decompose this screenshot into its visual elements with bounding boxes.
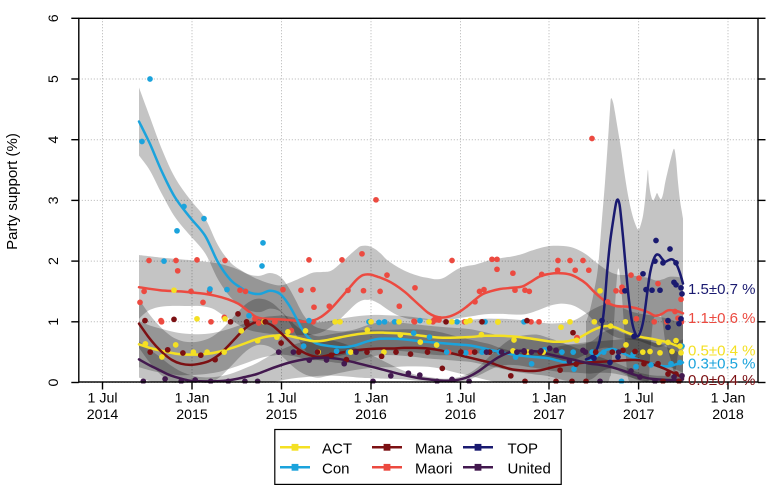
svg-text:0.3±0.5 %: 0.3±0.5 %	[688, 356, 755, 373]
svg-text:0: 0	[46, 378, 62, 386]
svg-text:2015: 2015	[266, 407, 298, 423]
svg-text:1 Jan: 1 Jan	[354, 391, 389, 407]
svg-text:1 Jul: 1 Jul	[624, 391, 654, 407]
svg-text:2: 2	[46, 257, 62, 265]
svg-text:5: 5	[46, 75, 62, 83]
svg-text:Party support (%): Party support (%)	[4, 133, 21, 250]
svg-text:1.1±0.6 %: 1.1±0.6 %	[688, 310, 755, 327]
svg-text:United: United	[508, 460, 551, 477]
svg-text:6: 6	[46, 14, 62, 22]
svg-text:0.5±0.4 %: 0.5±0.4 %	[688, 343, 755, 360]
svg-text:1: 1	[46, 318, 62, 326]
svg-text:2016: 2016	[355, 407, 387, 423]
svg-text:2014: 2014	[87, 407, 119, 423]
svg-text:3: 3	[46, 196, 62, 204]
svg-text:2015: 2015	[176, 407, 208, 423]
svg-text:1.5±0.7 %: 1.5±0.7 %	[688, 281, 755, 298]
svg-text:1 Jan: 1 Jan	[175, 391, 210, 407]
svg-text:Maori: Maori	[415, 460, 453, 477]
svg-text:4: 4	[46, 136, 62, 144]
svg-text:1 Jul: 1 Jul	[267, 391, 297, 407]
svg-text:2017: 2017	[533, 407, 565, 423]
svg-text:1 Jan: 1 Jan	[711, 391, 746, 407]
svg-text:2018: 2018	[712, 407, 744, 423]
svg-text:1 Jul: 1 Jul	[446, 391, 476, 407]
svg-text:Mana: Mana	[415, 440, 453, 457]
svg-text:2016: 2016	[445, 407, 477, 423]
svg-text:TOP: TOP	[508, 440, 539, 457]
svg-text:0.0±0.4 %: 0.0±0.4 %	[688, 372, 755, 389]
svg-text:ACT: ACT	[322, 440, 352, 457]
svg-text:Con: Con	[322, 460, 350, 477]
svg-text:1 Jan: 1 Jan	[532, 391, 567, 407]
svg-text:1 Jul: 1 Jul	[88, 391, 118, 407]
svg-text:2017: 2017	[623, 407, 655, 423]
